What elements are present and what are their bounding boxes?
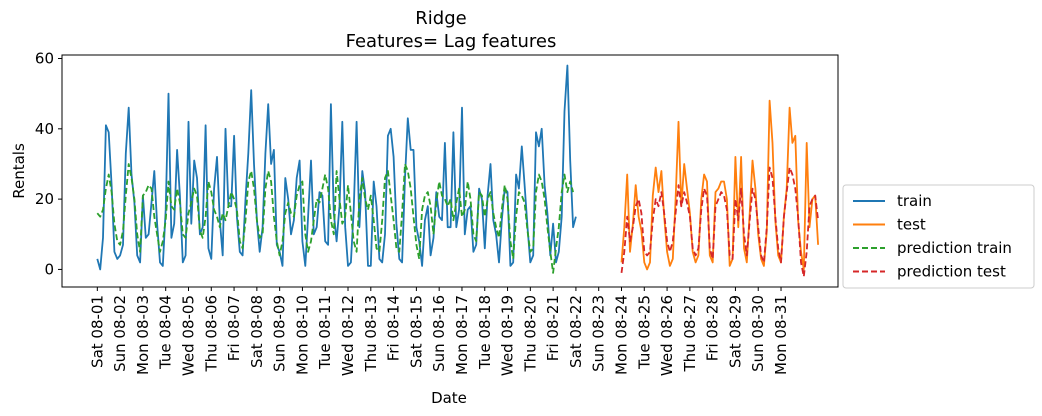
x-tick-label: Sun 08-09 — [271, 295, 289, 372]
x-tick-label: Mon 08-10 — [293, 295, 311, 375]
y-tick-label: 40 — [35, 120, 54, 138]
x-tick-label: Sun 08-16 — [430, 295, 448, 372]
y-tick-label: 0 — [44, 260, 54, 278]
x-tick-label: Mon 08-17 — [453, 295, 471, 375]
x-tick-label: Fri 08-28 — [704, 295, 722, 361]
chart-subtitle: Features= Lag features — [346, 31, 557, 52]
chart-title: Ridge — [415, 8, 466, 29]
x-tick-label: Tue 08-04 — [157, 295, 175, 370]
legend: train test prediction train prediction test — [842, 184, 1035, 289]
x-tick-label: Sun 08-23 — [590, 295, 608, 372]
x-tick-label: Sat 08-22 — [567, 295, 585, 368]
series-line-test — [620, 99, 819, 271]
x-tick-label: Mon 08-24 — [613, 295, 631, 375]
x-tick-label: Sat 08-15 — [407, 295, 425, 368]
x-tick-label: Sat 08-08 — [248, 295, 266, 368]
x-tick-label: Sun 08-02 — [111, 295, 129, 372]
x-tick-label: Fri 08-14 — [385, 295, 403, 361]
x-tick-label: Wed 08-26 — [658, 295, 676, 376]
x-tick-label: Wed 08-12 — [339, 295, 357, 376]
x-tick-label: Thu 08-20 — [521, 295, 539, 373]
x-tick-label: Tue 08-25 — [635, 295, 653, 370]
x-axis: Sat 08-01 Sun 08-02 Mon 08-03 Tue 08-04 Wed … — [88, 287, 790, 376]
x-tick-label: Thu 08-27 — [681, 295, 699, 373]
x-tick-label: Wed 08-05 — [180, 295, 198, 376]
x-tick-label: Thu 08-13 — [362, 295, 380, 373]
x-axis-label: Date — [431, 389, 467, 407]
x-tick-label: Fri 08-21 — [544, 295, 562, 361]
x-tick-label: Tue 08-11 — [316, 295, 334, 370]
legend-label: test — [897, 216, 926, 234]
x-tick-label: Mon 08-31 — [772, 295, 790, 375]
series-layer — [96, 64, 819, 278]
series-line-train — [96, 64, 577, 271]
legend-label: prediction test — [897, 263, 1006, 281]
y-axis: 0 20 40 60 — [35, 50, 62, 278]
legend-box — [842, 184, 1035, 289]
series-line-prediction-test — [620, 166, 819, 278]
x-tick-label: Thu 08-06 — [202, 295, 220, 373]
series-line-prediction-train — [96, 163, 574, 274]
y-axis-label: Rentals — [10, 143, 28, 199]
x-tick-label: Mon 08-03 — [134, 295, 152, 375]
x-tick-label: Tue 08-18 — [476, 295, 494, 370]
x-tick-label: Sat 08-29 — [726, 295, 744, 368]
x-tick-label: Sun 08-30 — [749, 295, 767, 372]
x-tick-label: Wed 08-19 — [499, 295, 517, 376]
x-tick-label: Sat 08-01 — [88, 295, 106, 368]
y-tick-label: 60 — [35, 50, 54, 68]
legend-label: prediction train — [897, 239, 1012, 257]
plot-area — [61, 54, 839, 288]
x-tick-label: Fri 08-07 — [225, 295, 243, 361]
y-tick-label: 20 — [35, 190, 54, 208]
legend-label: train — [897, 192, 932, 210]
